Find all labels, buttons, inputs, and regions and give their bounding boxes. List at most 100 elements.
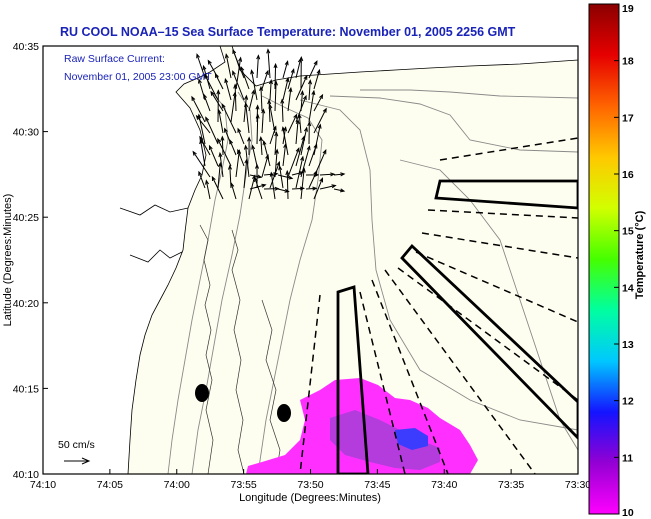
current-vector-head xyxy=(202,64,207,71)
current-vector xyxy=(196,115,211,134)
current-vector-head xyxy=(198,78,202,84)
current-vector-head xyxy=(238,56,243,62)
current-vector xyxy=(219,153,224,178)
current-vector xyxy=(274,132,277,156)
x-tick-label: 74:00 xyxy=(164,479,190,491)
colorbar-tick-label: 19 xyxy=(622,3,634,15)
current-vector-head xyxy=(217,161,222,168)
long-island-shore xyxy=(231,46,578,87)
current-vector-head xyxy=(210,90,215,96)
current-vector xyxy=(232,49,245,79)
current-vector xyxy=(308,144,318,167)
current-vector xyxy=(235,150,240,178)
current-vector xyxy=(295,156,304,189)
current-vector-head xyxy=(264,69,269,75)
current-vector-head xyxy=(303,74,308,80)
current-vector-head xyxy=(224,53,229,59)
current-vector xyxy=(282,127,289,156)
current-vector xyxy=(282,78,289,101)
current-vector xyxy=(243,159,248,189)
current-vector xyxy=(260,137,263,156)
current-vector-head xyxy=(251,144,256,150)
current-vector xyxy=(287,114,298,134)
current-vector-head xyxy=(299,55,304,62)
current-vector-head xyxy=(255,113,260,119)
current-vector-head xyxy=(191,95,196,101)
x-axis-label: Longitude (Degrees:Minutes) xyxy=(239,492,381,504)
current-vector xyxy=(237,128,245,145)
colorbar-tick-label: 17 xyxy=(622,112,634,124)
current-vector-head xyxy=(227,164,233,170)
current-vector-head xyxy=(255,163,260,169)
current-vector xyxy=(196,54,206,79)
current-vector xyxy=(286,171,289,200)
current-vector xyxy=(313,108,327,134)
current-vector xyxy=(249,184,266,190)
scale-arrowhead xyxy=(81,457,91,465)
x-tick-label: 74:10 xyxy=(30,479,56,491)
current-vector-head xyxy=(293,113,298,119)
current-vector xyxy=(199,136,211,156)
current-vector-head xyxy=(232,91,237,97)
current-vector xyxy=(300,127,308,156)
current-vector-head xyxy=(300,155,305,161)
current-vector-head xyxy=(237,127,242,133)
current-vector xyxy=(224,79,232,101)
current-vector xyxy=(221,136,224,156)
current-vector xyxy=(263,173,278,176)
current-vector xyxy=(243,95,247,123)
current-vector xyxy=(269,126,277,145)
current-vector xyxy=(217,163,221,189)
current-vector-head xyxy=(273,62,278,69)
current-vector-head xyxy=(254,176,258,182)
current-vector-head xyxy=(304,126,308,132)
x-axis-ticks: 74:10 74:05 74:00 73:55 73:50 73:45 73:40 73:35… xyxy=(30,469,591,491)
current-vector xyxy=(217,138,232,167)
current-vector xyxy=(274,81,277,112)
current-vector-head xyxy=(240,66,245,72)
x-tick-label: 73:35 xyxy=(498,479,524,491)
sst-patch-purple xyxy=(330,410,440,470)
current-vector-head xyxy=(224,127,228,133)
current-vector-head xyxy=(218,151,223,158)
current-vector-head xyxy=(251,89,256,95)
current-vector xyxy=(229,140,237,156)
x-tick-label: 73:30 xyxy=(565,479,591,491)
current-vector-head xyxy=(273,80,278,86)
current-vector xyxy=(333,173,345,176)
current-vector-head xyxy=(243,144,248,150)
current-vector xyxy=(260,87,263,112)
current-vector xyxy=(245,103,250,134)
colorbar-tick-label: 10 xyxy=(622,507,634,519)
current-vector-head xyxy=(314,172,320,177)
current-vector-head xyxy=(256,54,261,60)
inset-line-1: Raw Surface Current: xyxy=(64,53,165,65)
current-vector xyxy=(295,75,308,101)
y-tick-label: 40:10 xyxy=(13,469,39,481)
current-vector xyxy=(282,144,287,167)
current-vector xyxy=(256,55,259,79)
colorbar-tick-label: 13 xyxy=(622,339,634,351)
current-vector-head xyxy=(288,175,294,180)
sector-box-southeast xyxy=(400,243,578,441)
y-tick-label: 40:20 xyxy=(13,298,39,310)
current-vector-head xyxy=(269,171,274,177)
radar-beam-lines xyxy=(299,137,578,474)
current-vector-head xyxy=(339,188,346,193)
current-vector-head xyxy=(250,69,255,75)
current-vector-head xyxy=(312,186,318,191)
current-vector xyxy=(261,70,269,90)
current-vector-head xyxy=(244,94,249,100)
current-vector-head xyxy=(224,77,229,84)
current-vector-head xyxy=(217,137,222,143)
current-vector-head xyxy=(274,148,279,154)
current-vector xyxy=(313,94,323,112)
current-vector xyxy=(256,105,259,123)
current-vector-head xyxy=(268,103,273,109)
current-vector-head xyxy=(331,184,337,189)
current-vector-head xyxy=(204,73,209,79)
current-vector xyxy=(240,67,250,90)
current-vector-head xyxy=(211,175,216,182)
colorbar-tick-label: 16 xyxy=(622,169,634,181)
current-vector xyxy=(300,168,305,200)
